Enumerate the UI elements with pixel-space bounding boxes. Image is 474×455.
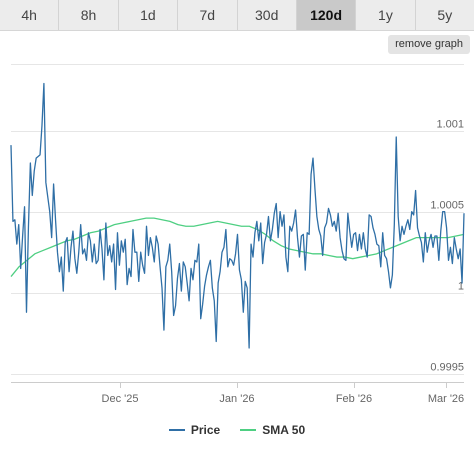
legend-swatch-sma-50 (240, 429, 257, 431)
tab-8h[interactable]: 8h (59, 0, 119, 30)
y-tick-label: 1.001 (436, 119, 464, 131)
tab-5y[interactable]: 5y (415, 0, 474, 30)
tab-120d[interactable]: 120d (296, 0, 357, 30)
tab-30d[interactable]: 30d (237, 0, 297, 30)
tab-7d[interactable]: 7d (178, 0, 238, 30)
tab-1d[interactable]: 1d (118, 0, 179, 30)
tab-1y[interactable]: 1y (356, 0, 416, 30)
series-line-price (10, 82, 465, 349)
chart-legend: Price SMA 50 (0, 420, 474, 440)
legend-item-price[interactable]: Price (168, 423, 221, 437)
timeframe-tabs: 4h 8h 1d 7d 30d 120d 1y 5y (0, 0, 474, 31)
x-tick-label: Mar '26 (428, 393, 464, 405)
remove-graph-button[interactable]: remove graph (388, 35, 470, 54)
x-tick-label: Jan '26 (219, 393, 254, 405)
legend-item-sma-50[interactable]: SMA 50 (240, 423, 305, 437)
y-axis-ticks: 0.9995 1 1.0005 1.001 (430, 119, 464, 374)
legend-swatch-price (168, 429, 185, 431)
y-tick-label: 1 (458, 281, 464, 293)
chart-grid (11, 64, 464, 383)
legend-label-sma-50: SMA 50 (262, 423, 306, 437)
tab-4h[interactable]: 4h (0, 0, 60, 30)
legend-label-price: Price (190, 423, 221, 437)
y-tick-label: 1.0005 (430, 200, 464, 212)
x-tick-label: Dec '25 (102, 393, 139, 405)
x-axis-ticks: Dec '25 Jan '26 Feb '26 Mar '26 (102, 382, 464, 405)
series-line-sma-50 (10, 217, 465, 277)
x-tick-label: Feb '26 (336, 393, 372, 405)
y-tick-label: 0.9995 (430, 362, 464, 374)
